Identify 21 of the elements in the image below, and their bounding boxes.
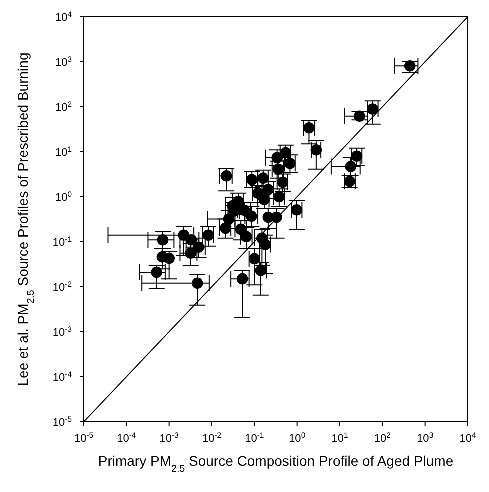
y-tick-label: 10$^{-5}$ <box>52 414 72 429</box>
x-tick-label: 10$^{1}$ <box>332 430 348 445</box>
x-tick-label: 10$^{2}$ <box>374 430 391 445</box>
y-tick-label: 10$^{-4}$ <box>52 370 73 384</box>
x-tick-label: 10$^{4}$ <box>460 430 477 445</box>
x-tick-label: 10$^{-1}$ <box>245 430 264 445</box>
x-tick-label: 10$^{-3}$ <box>160 430 179 445</box>
y-tick-label: 10$^{1}$ <box>55 144 72 159</box>
y-tick-label: 10$^{-2}$ <box>52 280 72 294</box>
x-tick-label: 10$^{3}$ <box>417 430 434 445</box>
x-tick-label: 10$^{0}$ <box>289 430 306 445</box>
x-tick-label: 10$^{-5}$ <box>74 430 94 445</box>
y-tick-label: 10$^{4}$ <box>55 10 73 24</box>
y-tick-label: 10$^{-1}$ <box>52 234 72 249</box>
y-tick-label: 10$^{-3}$ <box>52 324 72 339</box>
y-tick-label: 10$^{0}$ <box>55 190 72 204</box>
x-tick-label: 10$^{-2}$ <box>202 430 222 445</box>
y-tick-label: 10$^{2}$ <box>55 100 72 114</box>
y-tick-label: 10$^{3}$ <box>55 54 72 69</box>
x-axis-title: Primary PM$_{2.5}$ Source Composition Profile of Aged Plume <box>98 453 454 474</box>
x-tick-label: 10$^{-4}$ <box>117 430 137 445</box>
